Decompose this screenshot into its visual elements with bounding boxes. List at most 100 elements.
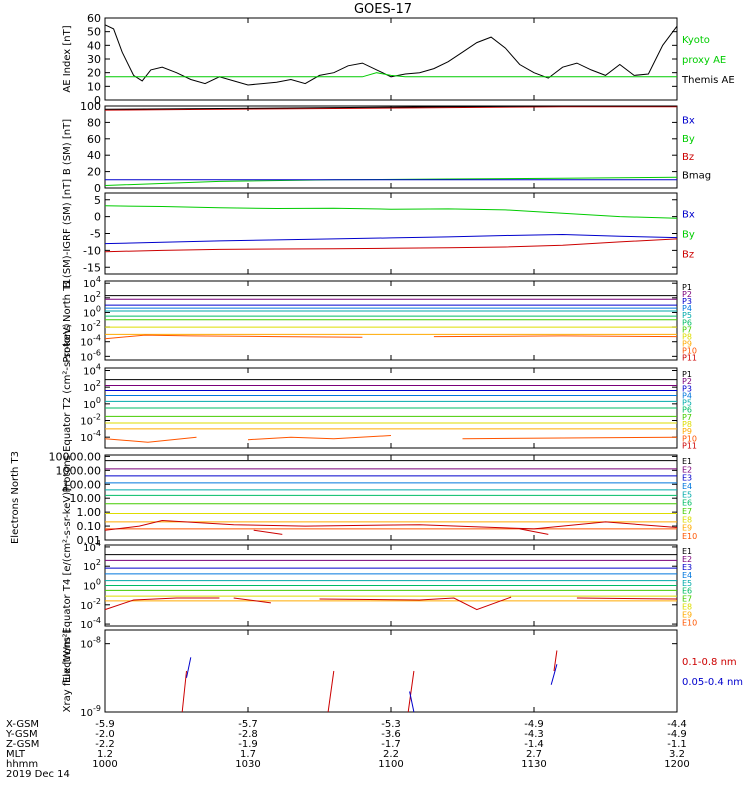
data-segment [519, 528, 549, 535]
legend-item: P4 [682, 304, 692, 313]
legend-item: E4 [682, 571, 692, 580]
data-segment [233, 597, 271, 604]
legend-item: E7 [682, 507, 692, 516]
data-segment [327, 670, 335, 713]
y-tick-label: 40 [87, 39, 101, 52]
x-axis-value: 2.7 [526, 749, 542, 760]
y-tick-label: 104 [83, 539, 101, 554]
panel-frame [104, 105, 678, 189]
legend-item: E7 [682, 595, 692, 604]
y-tick-label: 0 [94, 211, 101, 224]
y-axis-label: B (SM)-IGRF (SM) [nT] [62, 179, 73, 288]
legend-item: E10 [682, 532, 697, 541]
legend-item: P5 [682, 311, 692, 320]
y-tick-label: 50 [87, 26, 101, 39]
data-segment [104, 597, 220, 611]
y-tick-label: 10.00 [70, 492, 102, 505]
x-axis-row-label: hhmm [6, 759, 38, 770]
y-axis-label: Electrons Equator T4 [e/(cm²-s-sr-keV)] [62, 488, 73, 683]
legend-item: Bz [682, 152, 694, 163]
x-axis-value: 1200 [664, 759, 689, 770]
x-axis-value: 1.7 [240, 749, 256, 760]
legend-item: P1 [682, 283, 692, 292]
data-segment [181, 670, 187, 713]
time-axis-labels: X-GSM -5.9 -5.7 -5.3 -4.9 -4.4Y-GSM -2.0 -2.8 -3… [5, 719, 690, 780]
series-line-baseline [105, 72, 677, 78]
panel-frame [104, 280, 678, 361]
legend-item: P6 [682, 318, 692, 327]
x-axis-value: -3.6 [381, 729, 401, 740]
y-axis-label: Protons Equator T2 (cm²-s-sr-keV) [62, 323, 73, 492]
y-tick-label: 100 [83, 578, 101, 593]
x-axis-row-label: Z-GSM [6, 739, 39, 750]
legend-item: P6 [682, 406, 692, 415]
data-segment [407, 670, 415, 713]
x-axis-value: 1000 [92, 759, 117, 770]
x-axis-value: -2.2 [95, 739, 115, 750]
y-tick-label: 0.01 [77, 534, 102, 547]
legend-item: Bmag [682, 170, 711, 181]
panel-frame [104, 454, 678, 541]
panel-ee: 10-4 10-2 100 102 104 Electrons Equator T4 [e… [62, 488, 697, 683]
legend-item: E6 [682, 587, 692, 596]
y-tick-label: 100 [80, 100, 101, 113]
y-tick-label: 10-9 [80, 704, 101, 719]
legend-item: E8 [682, 515, 692, 524]
plot-date: 2019 Dec 14 [6, 769, 70, 780]
panel-frame [104, 629, 678, 713]
y-tick-label: 1.00 [77, 506, 102, 519]
x-axis-value: -4.3 [524, 729, 544, 740]
y-tick-label: 10-4 [80, 334, 101, 349]
legend-item: P7 [682, 413, 692, 422]
y-tick-label: 0 [94, 94, 101, 107]
y-axis-label: Protons North T1 [62, 278, 73, 362]
x-axis-value: 1100 [378, 759, 403, 770]
series-line-by [104, 205, 678, 219]
data-segment [247, 435, 392, 441]
legend-item: P11 [682, 441, 697, 450]
plot-title: GOES-17 [354, 2, 412, 17]
y-tick-label: 102 [83, 290, 101, 305]
x-axis-value: -1.7 [381, 739, 401, 750]
data-segment [104, 436, 197, 443]
y-tick-label: 10-8 [80, 636, 101, 651]
data-segment [550, 664, 558, 685]
x-axis-row-label: MLT [6, 749, 26, 760]
y-tick-label: 80 [87, 116, 101, 129]
x-axis-row-label: Y-GSM [5, 729, 38, 740]
y-axis-label: Electrons North T3 [10, 451, 21, 544]
legend-item: P1 [682, 370, 692, 379]
y-tick-label: 10-4 [80, 616, 101, 631]
legend-item: E5 [682, 490, 692, 499]
y-tick-label: 30 [87, 53, 101, 66]
data-segment [186, 657, 192, 678]
legend-item: P9 [682, 339, 692, 348]
y-tick-label: 104 [83, 363, 101, 378]
legend-item: P10 [682, 346, 697, 355]
legend-item: P10 [682, 434, 697, 443]
legend-item: P5 [682, 399, 692, 408]
legend-item: E1 [682, 457, 692, 466]
y-tick-label: 0 [94, 182, 101, 195]
series-line-bz [104, 238, 678, 253]
legend-item: P11 [682, 354, 697, 363]
y-tick-label: 10-2 [80, 597, 101, 612]
x-axis-value: 1030 [235, 759, 260, 770]
legend-item: E6 [682, 499, 692, 508]
legend-item: Themis AE [681, 75, 735, 86]
x-axis-value: -4.9 [667, 729, 687, 740]
series-line-bx [104, 233, 678, 245]
x-axis-value: 1.2 [97, 749, 113, 760]
y-tick-label: 20 [87, 166, 101, 179]
y-tick-label: 10000.00 [49, 450, 102, 463]
data-segment [104, 334, 363, 340]
y-tick-label: 5 [94, 194, 101, 207]
legend-item: E10 [682, 618, 697, 627]
data-segment [319, 596, 512, 611]
x-axis-value: -1.9 [238, 739, 258, 750]
panel-bsm: 0 20 40 60 80 100 B (SM) [nT] Bx By Bz Bmag [62, 100, 711, 195]
